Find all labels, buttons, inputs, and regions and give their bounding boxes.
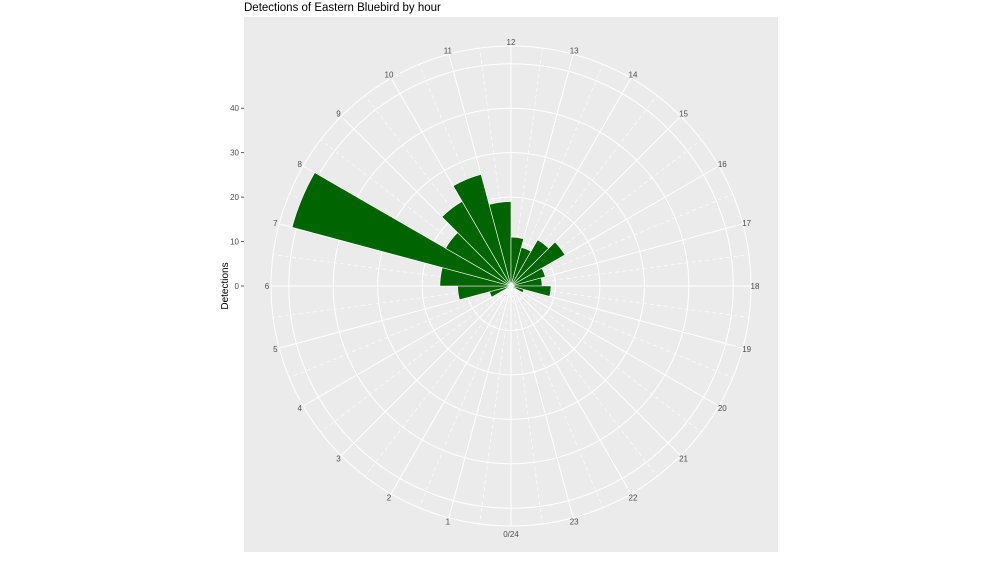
grid-spoke-minor	[510, 193, 733, 287]
y-tick-label: 0	[235, 282, 240, 291]
y-tick-label: 10	[230, 238, 239, 247]
grid-spoke-minor	[510, 285, 658, 477]
grid-spoke-minor	[510, 139, 702, 287]
grid-spoke	[510, 285, 720, 407]
grid-spoke	[510, 285, 574, 518]
hour-label: 6	[265, 282, 270, 291]
grid-spoke-minor	[479, 48, 512, 287]
hour-label: 23	[570, 518, 579, 527]
grid-spoke-minor	[510, 48, 543, 287]
hour-label: 4	[297, 404, 302, 413]
grid-spoke-minor	[510, 64, 604, 287]
grid-spoke	[510, 285, 682, 457]
grid-spoke-minor	[510, 95, 658, 287]
hour-label: 18	[751, 282, 760, 291]
grid-spoke	[390, 285, 512, 495]
bar-hour-16	[510, 267, 546, 287]
grid-spoke-minor	[479, 285, 512, 524]
hour-label: 20	[718, 404, 727, 413]
grid-spoke-minor	[510, 285, 604, 508]
grid-spoke	[448, 285, 512, 518]
bars	[291, 172, 566, 301]
bar-hour-7	[291, 172, 512, 287]
grid-spoke-minor	[510, 285, 543, 524]
hour-label: 0/24	[503, 530, 519, 539]
hour-label: 15	[679, 109, 688, 118]
hour-label: 19	[742, 345, 751, 354]
hour-label: 2	[387, 493, 392, 502]
hour-label: 11	[444, 46, 453, 55]
grid-spoke-minor	[418, 285, 512, 508]
y-axis-title: Detections	[220, 262, 231, 309]
grid-spoke	[510, 223, 743, 287]
hour-label: 21	[679, 455, 688, 464]
chart-title: Detections of Eastern Bluebird by hour	[244, 2, 441, 14]
hour-label: 1	[446, 518, 451, 527]
bar-hour-11	[488, 201, 512, 287]
hour-label: 17	[742, 219, 751, 228]
y-tick-label: 40	[230, 104, 239, 113]
hour-label: 7	[273, 219, 278, 228]
grid-spoke-minor	[418, 64, 512, 287]
grid-spoke-minor	[273, 254, 512, 287]
bar-hour-15	[510, 241, 566, 287]
grid-spoke-minor	[289, 285, 512, 379]
hour-label: 3	[336, 455, 341, 464]
grid-spoke-minor	[510, 254, 749, 287]
hour-label: 13	[570, 46, 579, 55]
bar-hour-10	[452, 174, 512, 287]
y-tick-label: 20	[230, 193, 239, 202]
hour-label: 14	[629, 71, 638, 80]
hour-labels: 0/24123456789101112131415161718192021222…	[265, 38, 760, 539]
grid-spoke	[510, 285, 632, 495]
grid-spoke-minor	[510, 285, 749, 318]
grid-spoke-minor	[510, 285, 733, 379]
grid-spoke-minor	[320, 285, 512, 433]
grid-spoke-minor	[364, 95, 512, 287]
y-axis: 0 10 20 30 40	[230, 104, 244, 291]
grid-spoke-minor	[510, 285, 702, 433]
hour-label: 9	[336, 109, 341, 118]
y-tick-label: 30	[230, 149, 239, 158]
bar-hour-20	[510, 285, 516, 290]
grid-spoke	[340, 285, 512, 457]
hour-label: 12	[507, 38, 516, 47]
grid-spoke-minor	[320, 139, 512, 287]
hour-label: 8	[297, 160, 302, 169]
hour-label: 5	[273, 345, 278, 354]
hour-label: 16	[718, 160, 727, 169]
hour-label: 10	[385, 71, 394, 80]
grid-spoke	[302, 285, 512, 407]
grid-spoke-minor	[273, 285, 512, 318]
grid-spoke-minor	[364, 285, 512, 477]
hour-label: 22	[629, 493, 638, 502]
